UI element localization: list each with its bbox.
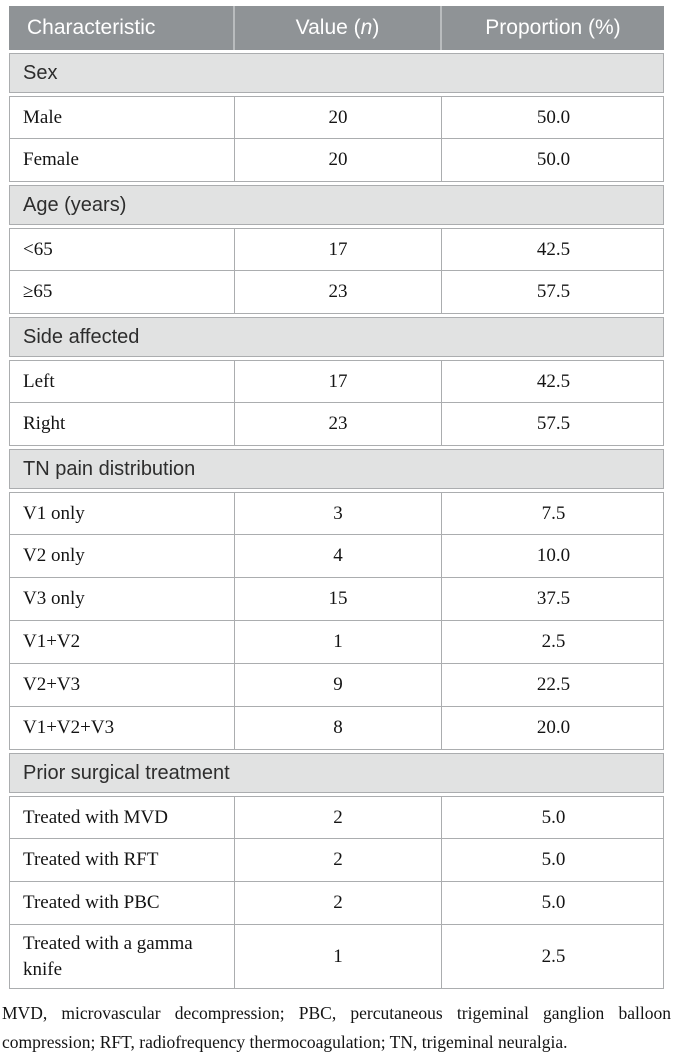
section-row-group: Treated with MVD 2 5.0 Treated with RFT 2 5.0…	[9, 796, 665, 990]
cell-proportion: 42.5	[441, 361, 665, 402]
cell-proportion: 57.5	[441, 403, 665, 445]
cell-value: 2	[234, 797, 441, 838]
cell-characteristic: Right	[23, 413, 66, 435]
cell-value: 2	[234, 839, 441, 881]
cell-proportion: 20.0	[441, 707, 665, 749]
table-row: Left 17 42.5	[9, 360, 664, 403]
section-row-group: <65 17 42.5 ≥65 23 57.5	[9, 228, 664, 314]
value-label-n: n	[360, 16, 373, 39]
value-label-prefix: Value (	[295, 16, 361, 39]
cell-proportion: 42.5	[441, 229, 665, 270]
cell-value: 8	[234, 707, 441, 749]
table-footnote: MVD, microvascular decompression; PBC, p…	[2, 1003, 671, 1052]
cell-value: 15	[234, 578, 441, 620]
section-row-group: V1 only 3 7.5 V2 only 4 10.0 V3 only 15 37.5 V1+V…	[9, 492, 664, 750]
cell-characteristic: V1 only	[23, 502, 85, 524]
cell-proportion: 5.0	[441, 797, 665, 838]
section-header-row: Sex	[9, 53, 664, 93]
cell-proportion: 5.0	[441, 839, 665, 881]
cell-value: 17	[234, 229, 441, 270]
section-header-row: Prior surgical treatment	[9, 753, 664, 793]
cell-characteristic: Treated with PBC	[23, 892, 160, 914]
section-row-group: Male 20 50.0 Female 20 50.0	[9, 96, 664, 182]
cell-proportion: 37.5	[441, 578, 665, 620]
table-row: V2+V3 9 22.5	[9, 664, 664, 707]
table-row: Treated with a gamma knife 1 2.5	[9, 925, 665, 990]
cell-proportion: 22.5	[441, 664, 665, 706]
table-body: Sex Male 20 50.0 Female 20 50.0 Age (years) <65 1…	[9, 53, 665, 990]
cell-proportion: 10.0	[441, 535, 665, 577]
cell-characteristic: V3 only	[23, 588, 85, 610]
table-header-row: Characteristic Value (n) Proportion (%)	[9, 6, 664, 50]
table-row: Male 20 50.0	[9, 96, 664, 139]
cell-characteristic: Treated with RFT	[23, 849, 159, 871]
cell-proportion: 7.5	[441, 493, 665, 534]
cell-proportion: 5.0	[441, 882, 665, 924]
section-header-row: Side affected	[9, 317, 664, 357]
column-header-value: Value (n)	[233, 6, 440, 50]
cell-value: 2	[234, 882, 441, 924]
value-label-suffix: )	[372, 16, 380, 39]
column-header-characteristic: Characteristic	[27, 16, 156, 39]
cell-characteristic: V1+V2+V3	[23, 717, 115, 739]
table-row: Female 20 50.0	[9, 139, 664, 182]
cell-value: 1	[234, 621, 441, 663]
cell-value: 20	[234, 97, 441, 138]
cell-characteristic: V1+V2	[23, 631, 81, 653]
section-header-row: TN pain distribution	[9, 449, 664, 489]
table-row: Treated with RFT 2 5.0	[9, 839, 664, 882]
cell-characteristic: Treated with MVD	[23, 806, 168, 828]
cell-characteristic: Female	[23, 149, 79, 171]
cell-value: 1	[234, 925, 441, 989]
table-row: V2 only 4 10.0	[9, 535, 664, 578]
table-row: <65 17 42.5	[9, 228, 664, 271]
cell-proportion: 57.5	[441, 271, 665, 313]
table-row: V3 only 15 37.5	[9, 578, 664, 621]
cell-proportion: 2.5	[441, 621, 665, 663]
table-row: Right 23 57.5	[9, 403, 664, 446]
table-row: ≥65 23 57.5	[9, 271, 664, 314]
table-row: V1 only 3 7.5	[9, 492, 664, 535]
cell-characteristic: Male	[23, 106, 63, 128]
cell-characteristic: <65	[23, 238, 53, 260]
cell-characteristic: ≥65	[23, 281, 53, 303]
cell-proportion: 50.0	[441, 97, 665, 138]
column-header-proportion: Proportion (%)	[440, 6, 664, 50]
cell-value: 9	[234, 664, 441, 706]
table-row: Treated with PBC 2 5.0	[9, 882, 664, 925]
cell-value: 4	[234, 535, 441, 577]
section-header-row: Age (years)	[9, 185, 664, 225]
cell-proportion: 2.5	[441, 925, 665, 989]
cell-characteristic: V2+V3	[23, 674, 81, 696]
table-row: V1+V2 1 2.5	[9, 621, 664, 664]
cell-characteristic: Treated with a gamma knife	[23, 933, 193, 980]
cell-characteristic: V2 only	[23, 545, 85, 567]
cell-value: 20	[234, 139, 441, 181]
cell-characteristic: Left	[23, 370, 55, 392]
cell-value: 23	[234, 271, 441, 313]
cell-proportion: 50.0	[441, 139, 665, 181]
characteristics-table: Characteristic Value (n) Proportion (%) …	[9, 6, 665, 990]
cell-value: 3	[234, 493, 441, 534]
cell-value: 23	[234, 403, 441, 445]
table-row: Treated with MVD 2 5.0	[9, 796, 664, 839]
cell-value: 17	[234, 361, 441, 402]
section-row-group: Left 17 42.5 Right 23 57.5	[9, 360, 664, 446]
table-row: V1+V2+V3 8 20.0	[9, 707, 664, 750]
